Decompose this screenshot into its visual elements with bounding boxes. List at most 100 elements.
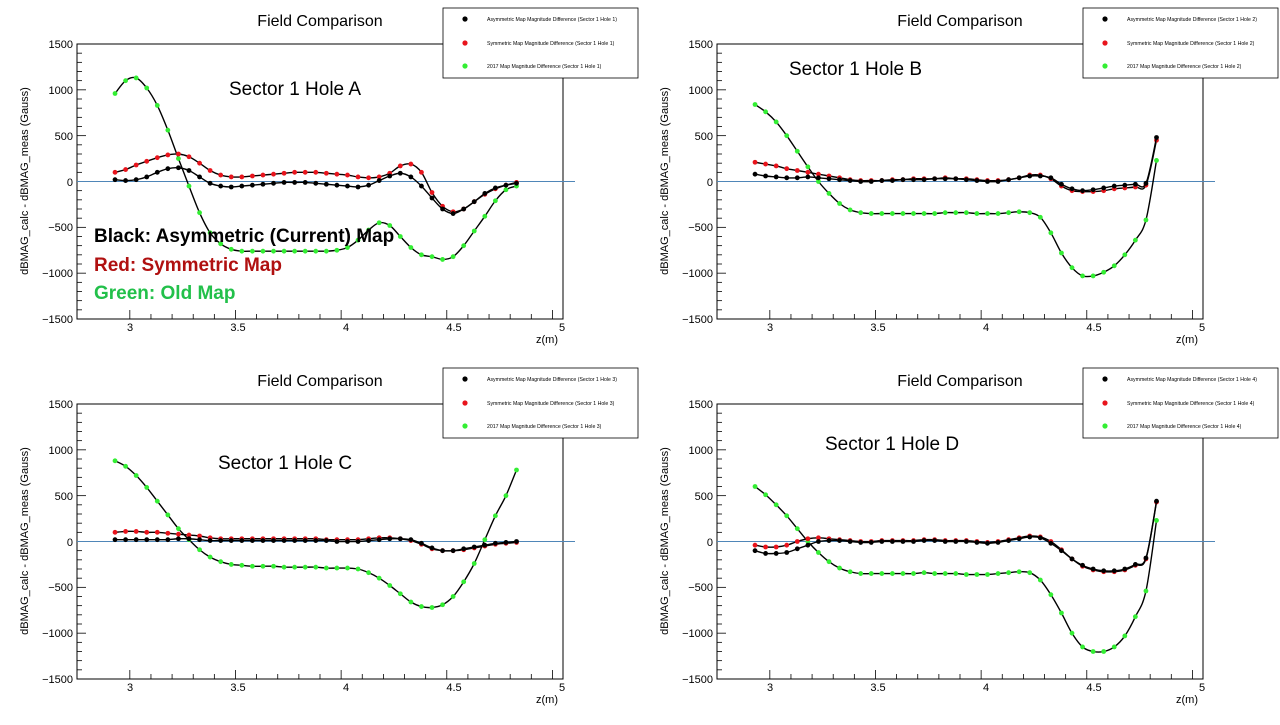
- data-point-asymmetric: [165, 166, 171, 172]
- data-point-symmetric: [144, 529, 150, 535]
- data-point-old-map: [1027, 210, 1033, 216]
- legend-marker-asymmetric: [1102, 16, 1108, 22]
- data-point-asymmetric: [932, 176, 938, 182]
- data-point-old-map: [985, 211, 990, 216]
- data-point-old-map: [900, 571, 906, 576]
- y-axis-label: dBMAG_calc - dBMAG_meas (Gauss): [19, 87, 31, 275]
- legend-label-old-map: 2017 Map Magnitude Difference (Sector 1 …: [1127, 64, 1242, 70]
- data-point-old-map: [1080, 644, 1085, 650]
- data-point-old-map: [995, 211, 1001, 216]
- data-point-symmetric: [260, 172, 266, 178]
- data-point-asymmetric: [921, 177, 927, 183]
- data-point-old-map: [471, 561, 477, 566]
- legend-box: [442, 367, 639, 439]
- data-point-asymmetric: [942, 176, 948, 182]
- legend-marker-symmetric: [1102, 40, 1108, 46]
- data-point-asymmetric: [492, 185, 498, 191]
- data-point-old-map: [281, 564, 287, 570]
- data-point-asymmetric: [900, 539, 906, 544]
- data-point-old-map: [1090, 649, 1096, 654]
- data-point-symmetric: [123, 167, 128, 172]
- hole-annotation: Sector 1 Hole D: [825, 434, 959, 455]
- panel-sector-1-hole-c: Field Comparison dBMAG_calc - dBMAG_meas…: [0, 360, 640, 720]
- data-point-old-map: [376, 575, 382, 581]
- data-point-symmetric: [133, 529, 139, 534]
- data-point-old-map: [492, 513, 498, 519]
- data-point-old-map: [953, 571, 959, 576]
- data-point-asymmetric: [1132, 562, 1138, 567]
- data-point-symmetric: [784, 542, 790, 548]
- data-point-asymmetric: [805, 542, 811, 548]
- data-point-asymmetric: [429, 545, 435, 551]
- data-point-old-map: [408, 245, 414, 250]
- data-point-asymmetric: [1080, 188, 1085, 194]
- data-point-old-map: [942, 210, 948, 216]
- data-point-asymmetric: [1154, 498, 1159, 504]
- data-point-old-map: [154, 498, 160, 504]
- data-point-asymmetric: [186, 168, 192, 173]
- data-point-asymmetric: [1037, 173, 1043, 179]
- data-point-symmetric: [323, 170, 329, 176]
- data-point-asymmetric: [387, 536, 393, 542]
- data-point-old-map: [503, 187, 509, 193]
- legend-marker-symmetric: [462, 40, 468, 46]
- data-point-asymmetric: [471, 199, 477, 205]
- data-point-symmetric: [207, 168, 213, 173]
- data-point-old-map: [974, 572, 980, 577]
- data-point-old-map: [1090, 273, 1096, 279]
- y-tick-label: 1000: [49, 85, 73, 97]
- data-point-symmetric: [249, 173, 255, 179]
- data-point-old-map: [334, 565, 340, 571]
- data-point-symmetric: [805, 536, 811, 542]
- data-point-asymmetric: [1090, 566, 1096, 572]
- data-point-old-map: [176, 156, 181, 161]
- data-point-asymmetric: [794, 175, 800, 181]
- data-point-old-map: [461, 243, 467, 249]
- data-point-old-map: [773, 119, 779, 125]
- data-point-asymmetric: [1122, 566, 1128, 572]
- data-point-asymmetric: [176, 536, 181, 542]
- data-point-old-map: [429, 254, 435, 260]
- data-point-symmetric: [154, 155, 160, 161]
- data-point-old-map: [1111, 644, 1117, 650]
- data-point-old-map: [176, 526, 181, 532]
- x-tick-label: 4.5: [1086, 682, 1101, 694]
- data-point-asymmetric: [440, 206, 445, 212]
- data-point-symmetric: [397, 163, 403, 169]
- data-point-old-map: [228, 562, 234, 567]
- data-point-old-map: [482, 213, 488, 219]
- data-point-old-map: [805, 164, 811, 170]
- data-point-old-map: [144, 485, 150, 490]
- data-point-old-map: [503, 493, 509, 499]
- y-tick-label: −500: [48, 582, 73, 594]
- data-point-asymmetric: [482, 191, 488, 196]
- chart-title: Field Comparison: [897, 373, 1022, 390]
- y-tick-labels: 1500 1000 500 0 −500 −1000 −1500: [682, 399, 713, 686]
- data-point-old-map: [826, 191, 832, 196]
- data-point-asymmetric: [921, 538, 927, 543]
- x-tick-label: 4: [343, 322, 349, 334]
- data-point-old-map: [408, 599, 414, 605]
- data-point-symmetric: [112, 529, 118, 535]
- data-point-asymmetric: [218, 538, 224, 543]
- y-axis-label: dBMAG_calc - dBMAG_meas (Gauss): [19, 447, 31, 635]
- data-point-symmetric: [165, 152, 171, 158]
- data-point-asymmetric: [1111, 183, 1117, 189]
- data-point-asymmetric: [123, 178, 128, 183]
- data-point-symmetric: [752, 542, 758, 548]
- legend-marker-old-map: [462, 63, 468, 69]
- data-point-asymmetric: [176, 165, 181, 171]
- data-point-asymmetric: [1143, 180, 1149, 186]
- data-point-asymmetric: [1059, 548, 1064, 554]
- y-tick-label: 1500: [689, 399, 713, 411]
- data-point-old-map: [879, 571, 885, 576]
- data-point-old-map: [752, 484, 758, 489]
- y-tick-label: 1000: [689, 85, 713, 97]
- x-tick-label: 4: [983, 682, 989, 694]
- legend-label-old-map: 2017 Map Magnitude Difference (Sector 1 …: [487, 64, 602, 70]
- data-point-asymmetric: [440, 548, 445, 554]
- y-tick-label: 500: [695, 131, 713, 143]
- y-tick-label: −1000: [682, 628, 713, 640]
- data-point-symmetric: [773, 163, 779, 169]
- y-tick-label: −1500: [682, 674, 713, 686]
